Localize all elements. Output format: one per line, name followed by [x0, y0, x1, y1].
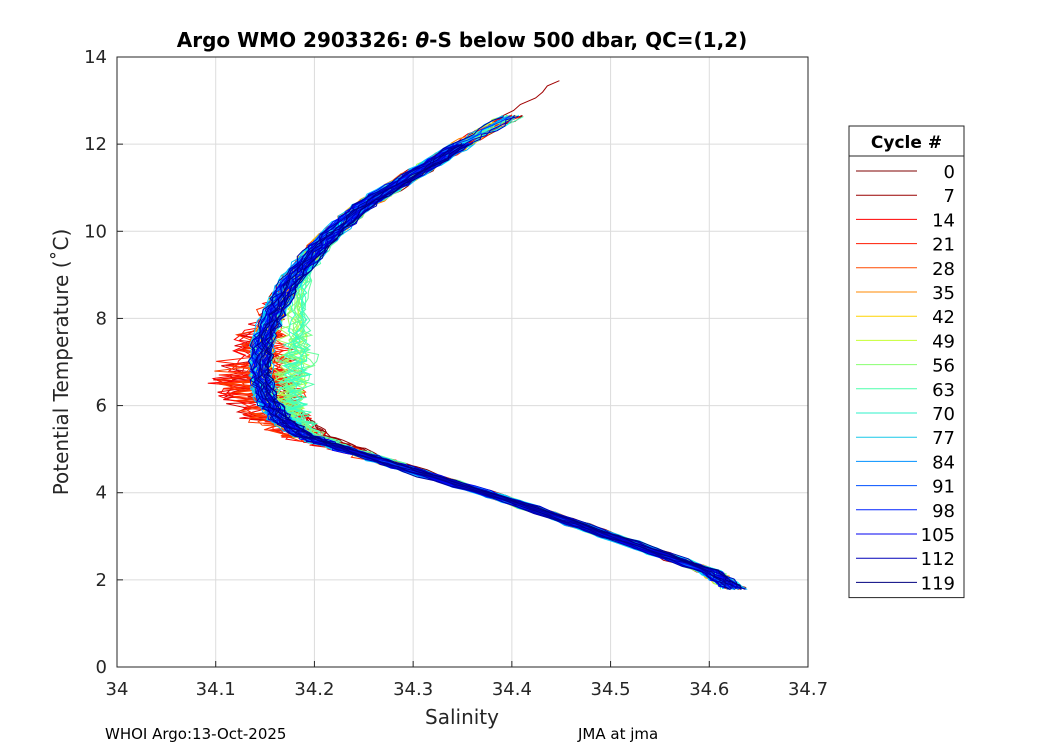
profile-line: [256, 144, 730, 590]
legend-label: 28: [932, 259, 955, 280]
legend-label: 21: [932, 235, 955, 256]
x-tick-label: 34.6: [689, 679, 729, 700]
footer-right: JMA at jma: [578, 725, 659, 743]
legend-box: [848, 125, 965, 599]
x-tick-label: 34.1: [196, 679, 236, 700]
legend-label: 77: [932, 428, 955, 449]
legend-label: 105: [921, 525, 955, 546]
axes-box: [116, 56, 809, 668]
x-axis-label: Salinity: [425, 705, 499, 729]
y-tick-label: 2: [96, 570, 107, 591]
legend-label: 84: [932, 452, 955, 473]
legend-label: 119: [921, 573, 955, 594]
legend: Cycle #0 7 14 21 28 35 42 49 56 63 70 77 84 91 98 105 11…: [848, 125, 965, 599]
legend-label: 49: [932, 331, 955, 352]
profile-line: [247, 116, 726, 589]
footer-left: WHOI Argo:13-Oct-2025: [105, 725, 287, 743]
y-tick-label: 6: [96, 396, 107, 417]
x-tick-label: 34.3: [393, 679, 433, 700]
x-tick-label: 34.2: [294, 679, 334, 700]
profiles: [207, 80, 748, 591]
y-axis-label: Potential Temperature (˚C): [49, 229, 73, 496]
x-tick-label: 34.5: [591, 679, 631, 700]
y-tick-label: 8: [96, 308, 107, 329]
legend-label: 91: [932, 477, 955, 498]
profile-line: [264, 143, 742, 590]
x-tick-label: 34: [106, 679, 129, 700]
profile-line: [267, 143, 746, 590]
y-tick-label: 12: [84, 134, 107, 155]
y-tick-label: 14: [84, 47, 107, 68]
x-tick-label: 34.4: [492, 679, 532, 700]
legend-title: Cycle #: [871, 133, 942, 153]
y-tick-label: 10: [84, 221, 107, 242]
y-tick-label: 0: [96, 657, 107, 678]
legend-label: 42: [932, 307, 955, 328]
legend-label: 63: [932, 380, 955, 401]
legend-label: 70: [932, 404, 955, 425]
y-tick-label: 4: [96, 483, 107, 504]
legend-label: 98: [932, 501, 955, 522]
legend-label: 35: [932, 283, 955, 304]
x-tick-label: 34.7: [788, 679, 828, 700]
legend-label: 14: [932, 210, 955, 231]
grid: [117, 57, 808, 667]
ticks: 34 34.1 34.2 34.3 34.4 34.5 34.6 34.7 0 2 4 6 8 10 12 1…: [84, 47, 828, 700]
chart-title: Argo WMO 2903326: θ-S below 500 dbar, QC…: [177, 28, 747, 52]
legend-label: 7: [944, 186, 955, 207]
legend-label: 0: [944, 162, 955, 183]
legend-label: 112: [921, 549, 955, 570]
legend-label: 56: [932, 356, 955, 377]
